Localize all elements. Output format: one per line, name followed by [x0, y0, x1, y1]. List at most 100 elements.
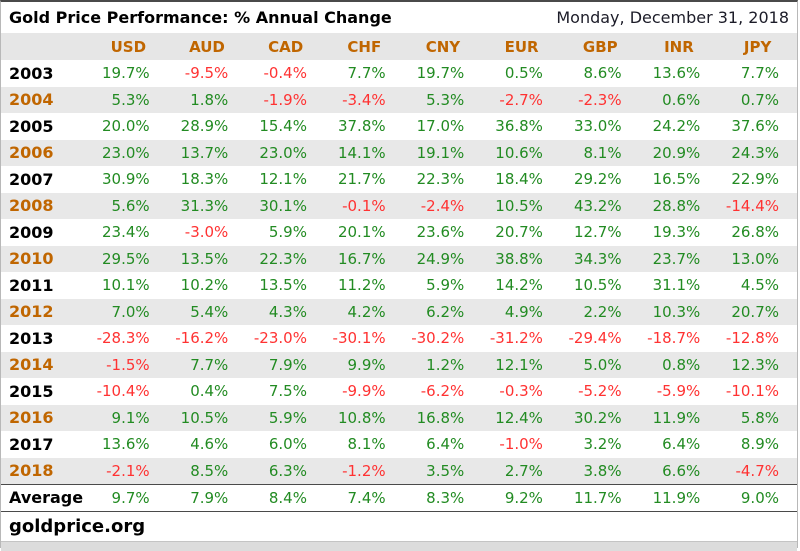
- row-label: 2016: [9, 408, 54, 428]
- cell-value: 9.9%: [347, 355, 386, 374]
- cell-value: -9.9%: [342, 382, 386, 401]
- cell-value: 10.5%: [573, 276, 622, 295]
- row-label: 2017: [9, 434, 54, 454]
- cell-value: 6.0%: [268, 435, 307, 454]
- cell-value: 9.1%: [111, 408, 150, 427]
- cell-value: 22.3%: [416, 170, 465, 189]
- cell-value: 4.9%: [504, 302, 543, 321]
- cell-value: 19.7%: [102, 64, 150, 83]
- cell-value: 9.2%: [504, 488, 543, 507]
- col-header-usd: USD: [110, 37, 147, 56]
- cell-value: -5.2%: [578, 382, 622, 401]
- table-row-2015: 2015 -10.4% 0.4% 7.5% -9.9% -6.2% -0.3% -5.2% -5…: [1, 378, 797, 405]
- cell-value: 31.1%: [652, 276, 701, 295]
- col-header-cny: CNY: [425, 37, 461, 56]
- cell-value: -14.4%: [725, 196, 779, 215]
- cell-value: 30.1%: [259, 196, 307, 215]
- cell-value: 14.1%: [337, 143, 386, 162]
- page-bottom-strip: [1, 540, 797, 551]
- cell-value: 15.4%: [259, 117, 307, 136]
- year-column-header: [1, 33, 89, 60]
- cell-value: 8.5%: [190, 461, 229, 480]
- row-label: 2015: [9, 381, 54, 401]
- cell-value: 20.1%: [337, 223, 386, 242]
- cell-value: 30.9%: [102, 170, 150, 189]
- cell-value: 10.1%: [102, 276, 150, 295]
- cell-value: -0.3%: [499, 382, 543, 401]
- cell-value: 37.6%: [731, 117, 779, 136]
- cell-value: 23.4%: [102, 223, 150, 242]
- cell-value: -30.1%: [332, 329, 386, 348]
- cell-value: 6.3%: [268, 461, 307, 480]
- cell-value: 13.5%: [259, 276, 307, 295]
- cell-value: -1.2%: [342, 461, 386, 480]
- cell-value: 10.8%: [337, 408, 386, 427]
- cell-value: 4.6%: [190, 435, 229, 454]
- cell-value: -12.8%: [725, 329, 779, 348]
- table-row-2012: 2012 7.0% 5.4% 4.3% 4.2% 6.2% 4.9% 2.2% 10.3% 20.…: [1, 298, 797, 325]
- table-row-2010: 2010 29.5% 13.5% 22.3% 16.7% 24.9% 38.8% 34.3% 2…: [1, 245, 797, 272]
- cell-value: 18.4%: [495, 170, 543, 189]
- cell-value: -16.2%: [175, 329, 229, 348]
- cell-value: 31.3%: [180, 196, 229, 215]
- cell-value: 0.8%: [662, 355, 701, 374]
- cell-value: 20.9%: [652, 143, 701, 162]
- cell-value: 17.0%: [416, 117, 465, 136]
- cell-value: 38.8%: [495, 249, 543, 268]
- cell-value: 5.9%: [268, 223, 307, 242]
- cell-value: 23.0%: [102, 143, 150, 162]
- date-label: Monday, December 31, 2018: [556, 8, 789, 27]
- cell-value: -5.9%: [656, 382, 701, 401]
- cell-value: 16.8%: [416, 408, 465, 427]
- cell-value: 14.2%: [495, 276, 543, 295]
- cell-value: 8.1%: [583, 143, 622, 162]
- cell-value: 9.0%: [740, 488, 779, 507]
- cell-value: 28.9%: [180, 117, 229, 136]
- cell-value: 7.7%: [347, 64, 386, 83]
- cell-value: 12.1%: [495, 355, 543, 374]
- cell-value: -1.5%: [106, 355, 150, 374]
- cell-value: 36.8%: [495, 117, 543, 136]
- cell-value: 7.7%: [190, 355, 229, 374]
- cell-value: 4.3%: [268, 302, 307, 321]
- cell-value: 13.6%: [102, 435, 150, 454]
- row-label: 2008: [9, 196, 54, 216]
- cell-value: -3.4%: [342, 90, 386, 109]
- cell-value: 26.8%: [731, 223, 779, 242]
- cell-value: -6.2%: [420, 382, 465, 401]
- col-header-jpy: JPY: [743, 37, 772, 56]
- col-header-aud: AUD: [189, 37, 225, 56]
- cell-value: 5.9%: [426, 276, 465, 295]
- table-row-2016: 2016 9.1% 10.5% 5.9% 10.8% 16.8% 12.4% 30.2% 11.…: [1, 404, 797, 431]
- cell-value: 24.9%: [416, 249, 465, 268]
- row-label: Average: [9, 488, 84, 507]
- cell-value: 8.1%: [347, 435, 386, 454]
- row-label: 2010: [9, 249, 54, 269]
- cell-value: 12.7%: [573, 223, 622, 242]
- row-label: 2018: [9, 461, 54, 480]
- table-row-2009: 2009 23.4% -3.0% 5.9% 20.1% 23.6% 20.7% 12.7% 19…: [1, 219, 797, 246]
- cell-value: 0.6%: [662, 90, 701, 109]
- cell-value: -31.2%: [489, 329, 543, 348]
- cell-value: 16.5%: [652, 170, 701, 189]
- cell-value: -28.3%: [96, 329, 150, 348]
- cell-value: 10.6%: [495, 143, 543, 162]
- cell-value: 9.7%: [111, 488, 150, 507]
- cell-value: 3.5%: [426, 461, 465, 480]
- cell-value: 6.4%: [426, 435, 465, 454]
- table-row-2017: 2017 13.6% 4.6% 6.0% 8.1% 6.4% -1.0% 3.2% 6.4% 8.…: [1, 431, 797, 458]
- cell-value: -23.0%: [253, 329, 307, 348]
- cell-value: -9.5%: [184, 64, 229, 83]
- table-row-average: Average 9.7% 7.9% 8.4% 7.4% 8.3% 9.2% 11.7% 11.9…: [1, 484, 797, 511]
- cell-value: 5.6%: [111, 196, 150, 215]
- cell-value: 30.2%: [573, 408, 622, 427]
- cell-value: 2.2%: [583, 302, 622, 321]
- cell-value: -2.4%: [420, 196, 465, 215]
- cell-value: -0.1%: [342, 196, 386, 215]
- source-label: goldprice.org: [9, 515, 146, 537]
- performance-table: USD AUD CAD CHF CNY EUR GBP INR JPY 2003 19.7% -9.…: [1, 33, 797, 512]
- cell-value: -1.9%: [263, 90, 307, 109]
- cell-value: 11.9%: [652, 408, 701, 427]
- cell-value: 2.7%: [504, 461, 543, 480]
